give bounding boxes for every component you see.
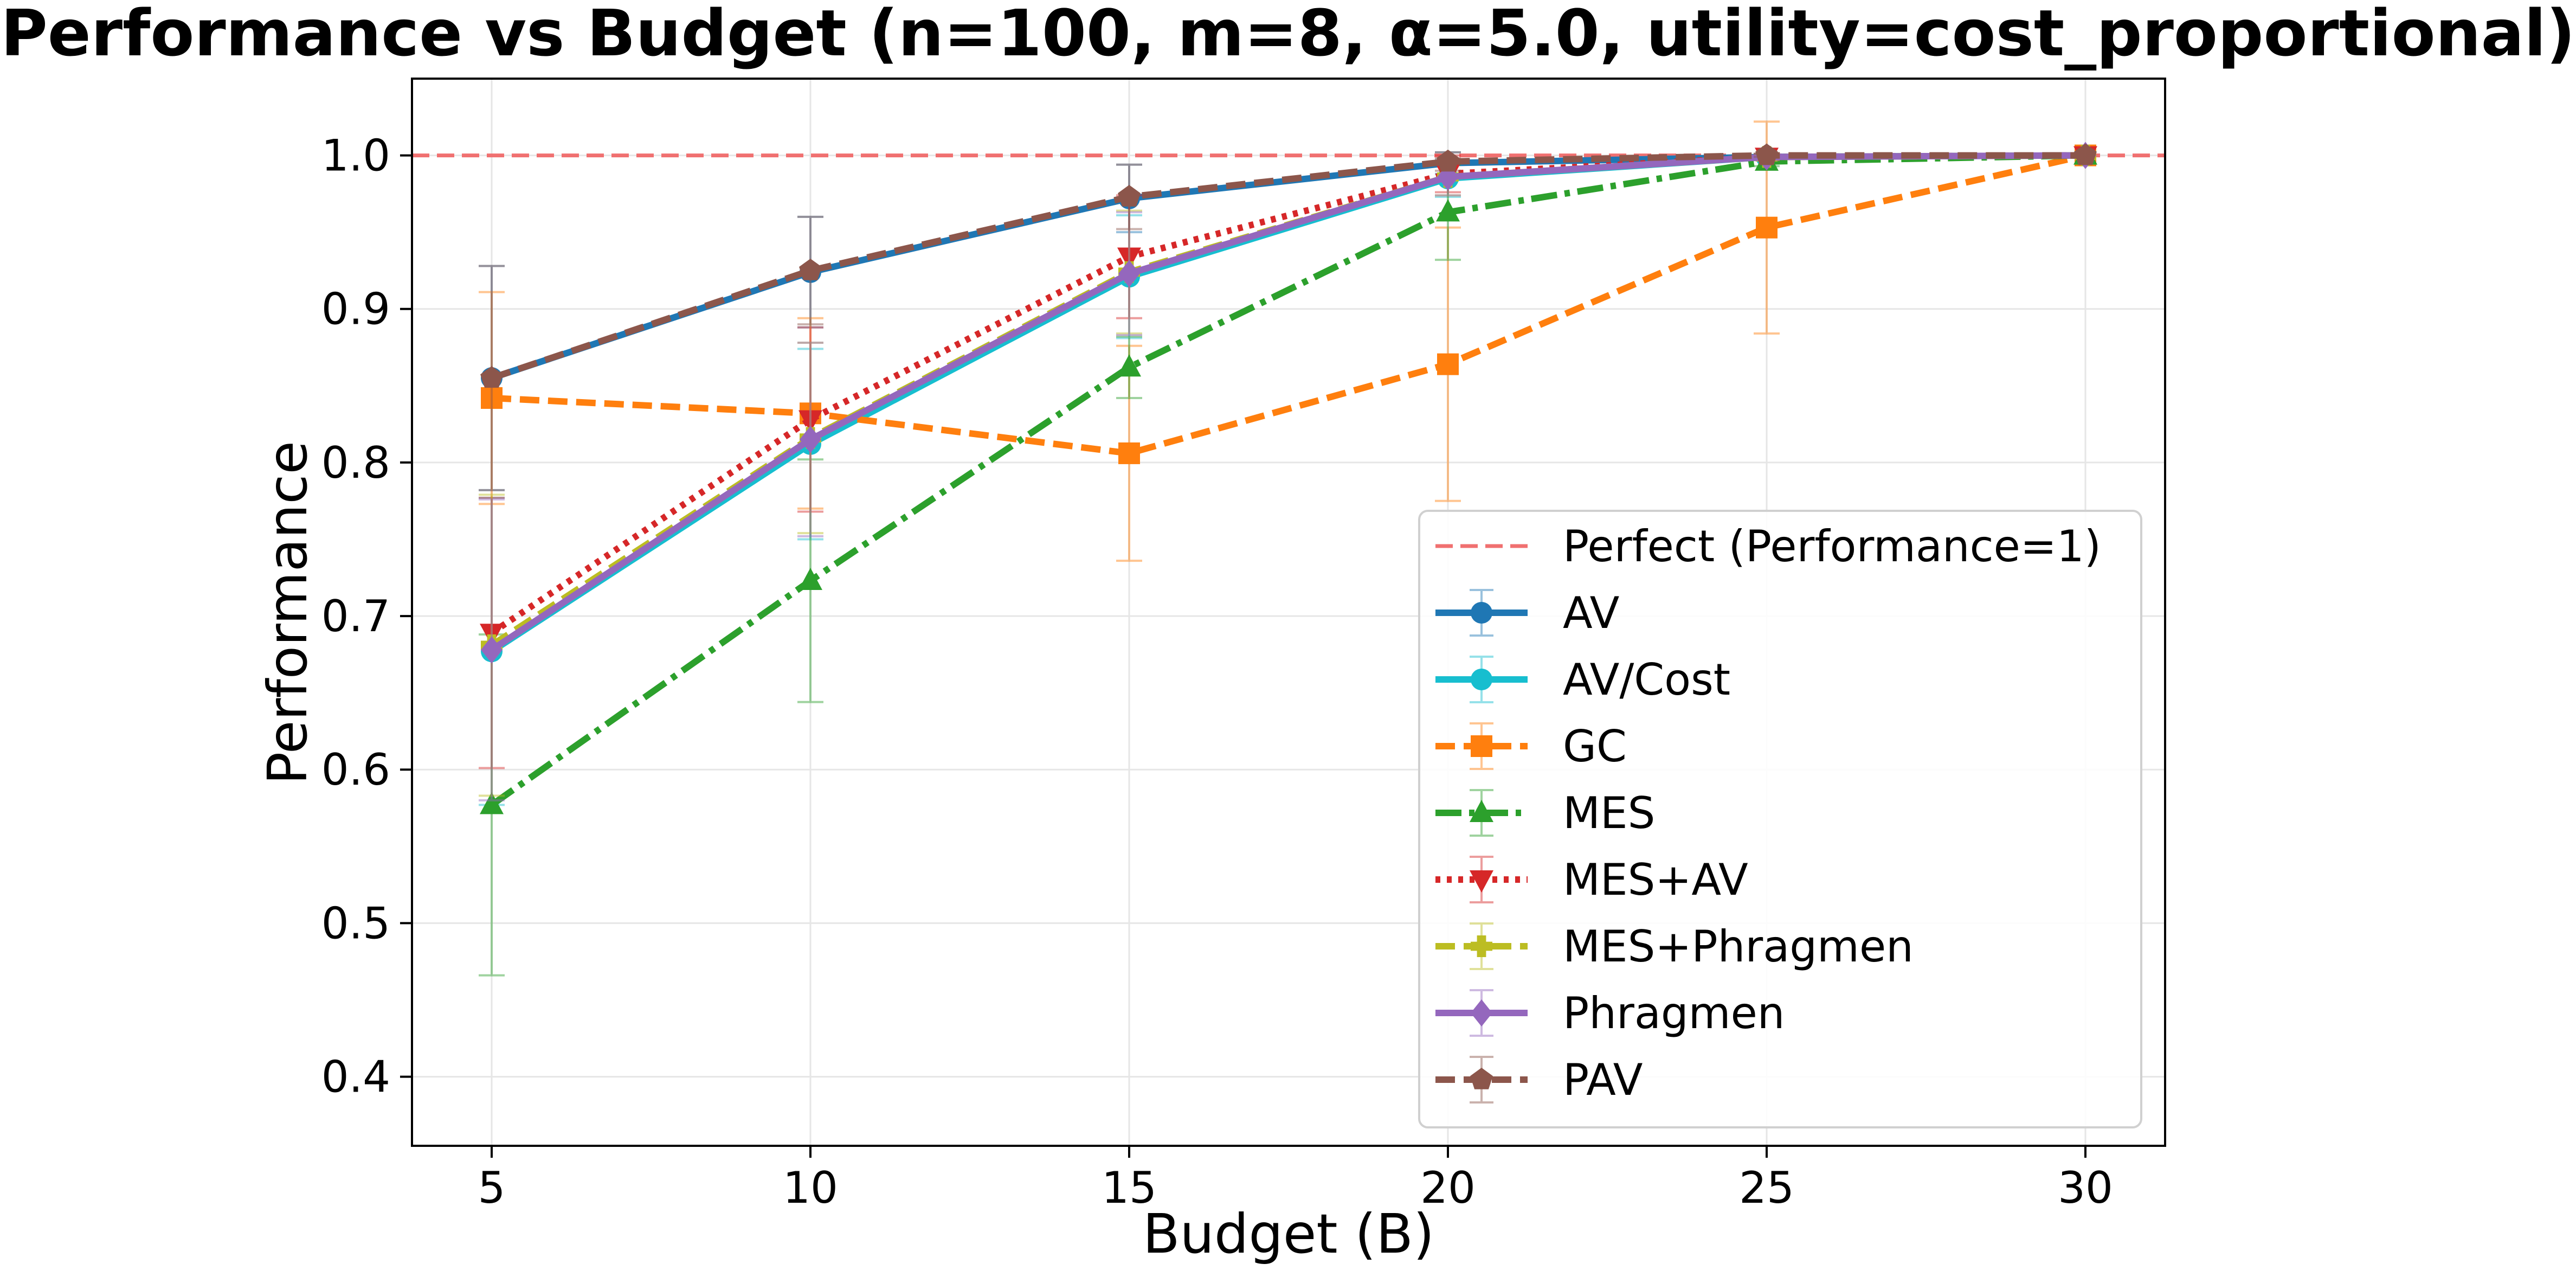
- data-point: [480, 792, 504, 814]
- legend-label: GC: [1563, 721, 1627, 772]
- chart-title: Performance vs Budget (n=100, m=8, α=5.0…: [1, 0, 2575, 70]
- y-tick-label: 0.8: [321, 438, 390, 488]
- series-line: [490, 152, 2086, 636]
- legend-item: GC: [1435, 721, 1627, 772]
- legend-label: AV: [1563, 588, 1620, 638]
- x-tick-label: 20: [1420, 1163, 1476, 1213]
- legend-item: MES+AV: [1435, 855, 1748, 905]
- x-tick-label: 10: [783, 1163, 838, 1213]
- legend-label: Perfect (Performance=1): [1563, 521, 2101, 572]
- data-point: [1118, 442, 1140, 464]
- legend-marker: [1471, 669, 1492, 690]
- series-line: [490, 152, 2086, 808]
- y-tick-label: 0.4: [321, 1052, 390, 1102]
- plot-frame: [411, 78, 2166, 1147]
- series-line: [491, 152, 2086, 457]
- x-axis: 5 10 15 20 25 30: [478, 1146, 2113, 1213]
- data-point: [1117, 247, 1141, 270]
- legend-label: Phragmen: [1563, 988, 1785, 1038]
- legend-marker: [1470, 800, 1493, 822]
- data-point: [1436, 199, 1460, 222]
- legend-item: AV: [1435, 588, 1620, 638]
- y-tick-label: 0.5: [321, 898, 390, 948]
- data-point: [481, 387, 503, 409]
- y-axis-label: Performance: [256, 441, 319, 785]
- data-point: [2074, 143, 2097, 165]
- data-point: [798, 410, 822, 433]
- x-axis-label: Budget (B): [1143, 1202, 1434, 1266]
- data-point: [1437, 149, 1459, 171]
- y-tick-label: 1.0: [321, 131, 390, 181]
- legend-item: MES: [1435, 788, 1655, 838]
- legend-marker: [1471, 935, 1492, 957]
- data-point: [798, 567, 822, 590]
- data-point: [1117, 354, 1141, 377]
- data-point: [1118, 185, 1141, 207]
- legend-item: MES+Phragmen: [1435, 921, 1914, 972]
- x-tick-label: 15: [1102, 1163, 1157, 1213]
- y-tick-label: 0.6: [321, 745, 390, 795]
- data-point: [799, 258, 822, 280]
- legend-label: MES: [1563, 788, 1655, 838]
- legend-marker: [1471, 602, 1492, 624]
- y-tick-label: 0.9: [321, 284, 390, 335]
- series-group: [479, 120, 2097, 977]
- data-point: [1756, 216, 1778, 239]
- x-tick-label: 30: [2058, 1163, 2113, 1213]
- data-point: [1118, 260, 1140, 287]
- legend-item: Phragmen: [1435, 988, 1785, 1038]
- x-tick-label: 25: [1739, 1163, 1794, 1213]
- legend-marker: [1471, 999, 1492, 1027]
- series-pav: [479, 143, 2097, 491]
- legend-marker: [1471, 735, 1492, 757]
- legend-box: [1418, 510, 2142, 1128]
- data-point: [480, 366, 503, 388]
- legend-marker: [1470, 870, 1493, 893]
- series-line: [491, 152, 2085, 381]
- legend-label: MES+Phragmen: [1563, 921, 1914, 972]
- legend-item: PAV: [1435, 1055, 1643, 1105]
- legend-label: AV/Cost: [1563, 655, 1730, 705]
- legend-label: MES+AV: [1563, 855, 1748, 905]
- y-axis: 0.4 0.5 0.6 0.7 0.8 0.9 1.0: [321, 131, 412, 1102]
- legend: Perfect (Performance=1) AV AV/Cost GC MES MES…: [1418, 510, 2142, 1128]
- y-tick-label: 0.7: [321, 591, 390, 642]
- legend-item: AV/Cost: [1435, 655, 1730, 705]
- x-tick-label: 5: [478, 1163, 506, 1213]
- data-point: [1755, 143, 1778, 165]
- data-point: [1437, 353, 1459, 375]
- legend-label: PAV: [1563, 1055, 1643, 1105]
- data-point: [481, 636, 503, 664]
- data-point: [800, 426, 821, 453]
- series-gc: [479, 120, 2096, 562]
- legend-marker: [1470, 1068, 1493, 1089]
